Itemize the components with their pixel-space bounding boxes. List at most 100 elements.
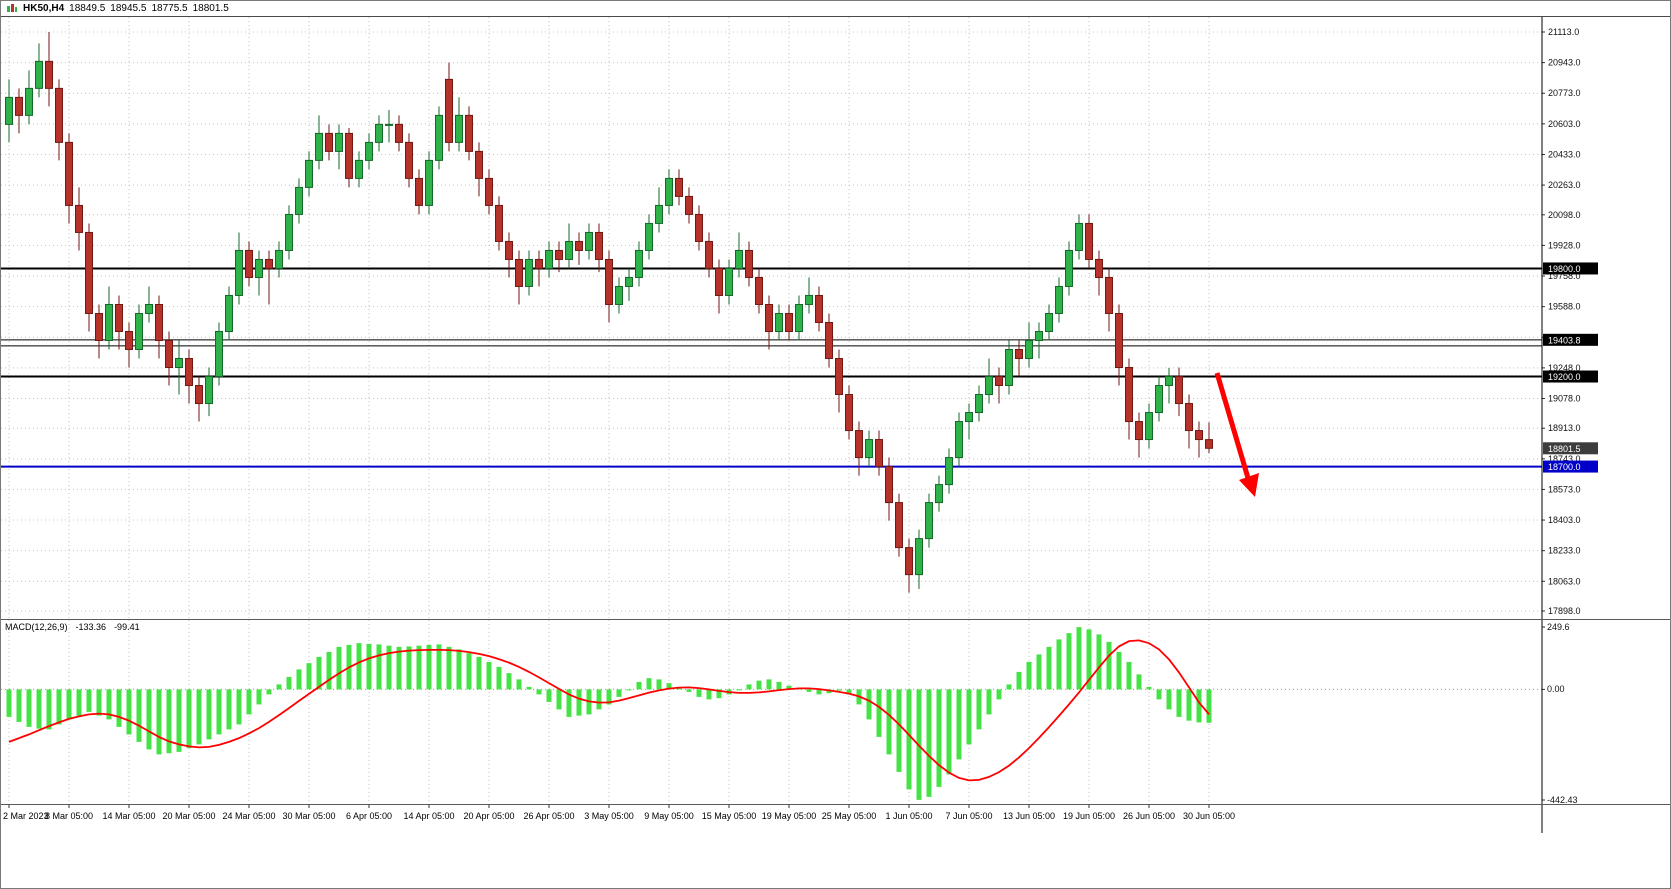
macd-histogram-bar <box>646 678 652 690</box>
candle-body <box>1025 339 1033 360</box>
candle-body <box>275 249 283 269</box>
ohlc-high: 18945.5 <box>110 3 147 14</box>
candle <box>285 205 293 260</box>
candle-body <box>605 258 613 305</box>
candle-body <box>255 258 263 278</box>
candle <box>405 133 413 188</box>
macd-histogram-bar <box>486 661 492 690</box>
macd-histogram-bar <box>136 689 142 742</box>
time-axis-label: 3 May 05:00 <box>584 811 634 821</box>
candle-body <box>55 87 63 143</box>
price-chart-area[interactable]: 21113.0 20943.0 20773.0 20603.0 20433.0 20263… <box>1 17 1671 619</box>
candle <box>265 250 273 305</box>
macd-histogram-bar <box>806 689 812 692</box>
macd-histogram-bar <box>1016 671 1022 690</box>
time-axis-label: 24 Mar 05:00 <box>222 811 275 821</box>
candle-body <box>585 231 593 251</box>
macd-histogram-bar <box>936 689 942 787</box>
macd-panel[interactable] <box>1 620 1671 804</box>
candle-body <box>365 141 373 161</box>
candle <box>875 430 883 476</box>
candle <box>475 142 483 197</box>
macd-histogram-bar <box>566 689 572 717</box>
macd-histogram-bar <box>976 689 982 730</box>
candle <box>5 79 13 143</box>
candle-body <box>685 195 693 215</box>
candle-body <box>1105 276 1113 314</box>
candlestick-chart-icon <box>6 3 18 15</box>
trend-arrow-line[interactable] <box>1214 372 1251 479</box>
candle <box>1085 214 1093 269</box>
candle-body <box>355 159 363 179</box>
candle <box>1065 241 1073 296</box>
price-axis-label: 20098.0 <box>1548 210 1581 220</box>
candle <box>915 529 923 590</box>
macd-histogram-bar <box>76 689 82 716</box>
candle <box>15 88 23 134</box>
candle-body <box>925 502 933 540</box>
candle <box>925 493 933 548</box>
candle-body <box>215 330 223 378</box>
candle-body <box>695 213 703 242</box>
macd-histogram-bar <box>116 689 122 727</box>
macd-histogram-bar <box>266 689 272 695</box>
candle-body <box>205 376 213 405</box>
macd-histogram-bar <box>466 653 472 690</box>
candle <box>575 232 583 265</box>
candle-body <box>345 132 353 179</box>
macd-histogram-bar <box>316 656 322 690</box>
candle <box>675 169 683 206</box>
candle-body <box>385 123 393 126</box>
candle <box>765 295 773 350</box>
macd-histogram-bar <box>596 689 602 710</box>
candle <box>295 178 303 224</box>
trend-arrow-head[interactable] <box>1239 473 1259 497</box>
macd-histogram-bar <box>126 689 132 735</box>
candle-body <box>1115 312 1123 369</box>
macd-histogram-bar <box>746 684 752 690</box>
macd-histogram-bar <box>736 689 742 691</box>
candle-body <box>1095 258 1103 278</box>
candle-body <box>865 439 873 459</box>
candle <box>865 430 873 467</box>
candle <box>545 241 553 278</box>
price-axis-label: 18403.0 <box>1548 515 1581 525</box>
candle <box>385 109 393 143</box>
macd-histogram-bar <box>456 649 462 690</box>
candle-body <box>755 276 763 305</box>
macd-histogram-bar <box>886 689 892 755</box>
time-axis-label: 2 Mar 2023 <box>3 811 49 821</box>
price-axis-label: 18063.0 <box>1548 576 1581 586</box>
price-axis-label: 18743.0 <box>1548 454 1581 464</box>
macd-histogram-bar <box>1106 641 1112 690</box>
candle <box>35 43 43 98</box>
trend-arrow[interactable] <box>1214 372 1259 497</box>
price-axis-label: 19758.0 <box>1548 271 1581 281</box>
price-axis-label: 21113.0 <box>1548 27 1579 37</box>
candle <box>215 322 223 386</box>
candle-body <box>15 96 23 116</box>
candle-body <box>1085 222 1093 260</box>
macd-histogram-bar <box>906 689 912 790</box>
price-badge-bg <box>1543 460 1598 473</box>
macd-histogram-bar <box>446 646 452 690</box>
macd-histogram-bar <box>1126 661 1132 690</box>
macd-histogram-bar <box>1056 639 1062 690</box>
macd-histogram-bar <box>1026 661 1032 690</box>
candle <box>1055 277 1063 323</box>
macd-histogram-bar <box>1116 651 1122 690</box>
time-axis-label: 20 Mar 05:00 <box>162 811 215 821</box>
macd-histogram-bar <box>196 689 202 745</box>
candle-body <box>415 177 423 206</box>
candle-body <box>825 321 833 360</box>
candle-body <box>485 177 493 206</box>
macd-histogram-bar <box>476 656 482 690</box>
macd-histogram-bar <box>296 669 302 690</box>
candle <box>125 322 133 368</box>
candle <box>1165 367 1173 404</box>
macd-histogram-bar <box>1036 654 1042 690</box>
candle <box>945 448 953 494</box>
macd-histogram-bar <box>776 681 782 690</box>
candle-body <box>1175 376 1183 405</box>
